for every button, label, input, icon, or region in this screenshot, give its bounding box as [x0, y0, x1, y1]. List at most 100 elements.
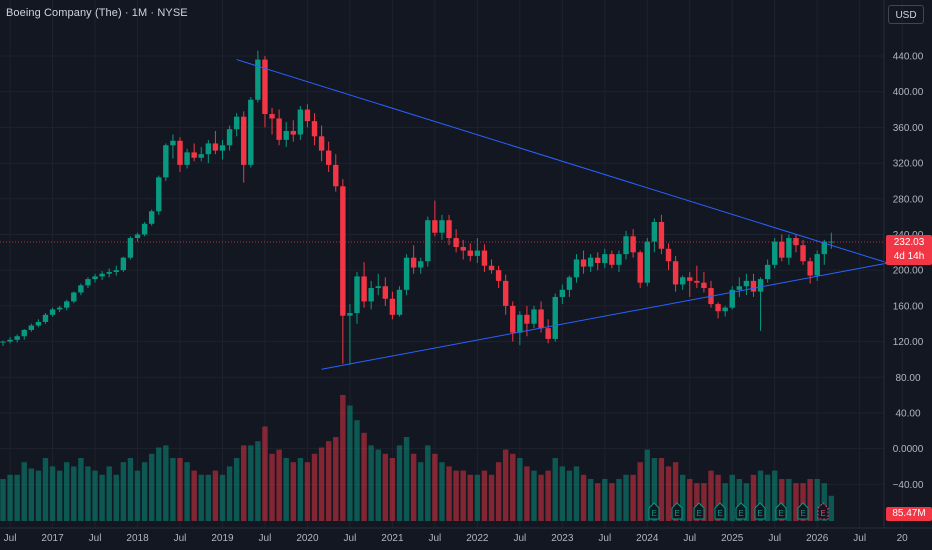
candle-body — [241, 116, 247, 165]
time-tick-label: Jul — [683, 533, 696, 544]
candle-body — [821, 241, 827, 255]
volume-bar — [793, 483, 799, 521]
candle-body — [559, 289, 566, 297]
candle-body — [460, 246, 466, 251]
earnings-marker-label: E — [674, 509, 679, 518]
earnings-marker-label: E — [738, 509, 743, 518]
candle-body — [474, 250, 481, 256]
candle-body — [184, 152, 190, 165]
candle-body — [233, 116, 240, 130]
candle-body — [623, 236, 629, 255]
volume-bar — [99, 474, 105, 521]
volume-bar — [439, 462, 445, 521]
candle-body — [340, 186, 346, 316]
volume-bar — [460, 470, 466, 521]
volume-bar — [665, 466, 672, 521]
volume-bar — [14, 474, 20, 521]
volume-bar — [821, 483, 827, 521]
volume-bar — [347, 405, 353, 521]
candle-body — [318, 136, 325, 151]
candle-body — [7, 339, 13, 342]
candle-body — [786, 238, 792, 258]
candle-body — [587, 257, 594, 267]
candle-body — [85, 279, 91, 286]
candle-body — [772, 241, 778, 265]
volume-bar — [488, 474, 495, 521]
volume-bar — [318, 447, 325, 521]
candle-body — [311, 121, 318, 137]
earnings-marker-icon — [714, 502, 726, 520]
time-tick-label: Jul — [89, 533, 102, 544]
volume-bar — [672, 462, 679, 521]
volume-bar — [21, 462, 27, 521]
candle-body — [552, 296, 558, 339]
volume-bar — [495, 462, 502, 521]
candle-body — [375, 286, 381, 289]
volume-bar — [375, 449, 381, 521]
candle-body — [113, 270, 119, 272]
earnings-marker-icon — [817, 502, 829, 520]
candle-body — [368, 288, 374, 302]
candle-body — [262, 59, 268, 115]
volume-bar — [772, 470, 778, 521]
volume-bar — [184, 462, 190, 521]
volume-bar — [226, 466, 233, 521]
volume-bar — [269, 453, 275, 521]
candle-body — [609, 254, 615, 265]
volume-bar — [297, 458, 304, 521]
volume-bar — [814, 479, 820, 521]
volume-bar — [517, 458, 523, 521]
volume-bar — [389, 458, 396, 521]
candle-body — [566, 277, 573, 290]
candle-body — [325, 150, 332, 165]
earnings-marker-label: E — [820, 509, 825, 518]
candle-body — [361, 276, 367, 302]
candle-body — [127, 238, 134, 258]
volume-bar — [446, 466, 452, 521]
volume-bar — [616, 479, 622, 521]
volume-bar — [113, 474, 119, 521]
volume-bar — [425, 445, 431, 521]
currency-button[interactable]: USD — [888, 5, 924, 24]
candle-body — [418, 261, 424, 268]
candle-body — [446, 220, 452, 239]
trendline — [236, 59, 889, 264]
volume-bar — [474, 474, 481, 521]
price-tick-label: −40.00 — [893, 480, 924, 491]
candle-body — [269, 114, 275, 119]
candle-body — [510, 305, 516, 333]
candle-body — [531, 309, 537, 324]
volume-bar — [0, 479, 6, 521]
time-tick-label: Jul — [853, 533, 866, 544]
candle-body — [757, 279, 764, 292]
last-price-tag: 232.03 4d 14h — [886, 235, 932, 265]
price-tick-label: 120.00 — [893, 337, 924, 348]
volume-bar — [800, 483, 806, 521]
candle-body — [304, 109, 311, 122]
candle-body — [439, 220, 445, 233]
candle-body — [333, 164, 339, 187]
candle-body — [156, 177, 162, 212]
candle-body — [49, 309, 56, 315]
volume-bar — [255, 441, 261, 521]
candle-body — [191, 152, 197, 158]
candle-body — [148, 211, 155, 224]
time-axis: Jul 2017 Jul 2018 Jul 2019 Jul 2020 Jul 2021 Jul 20… — [4, 533, 908, 544]
candle-body — [297, 109, 304, 135]
volume-bar — [205, 474, 212, 521]
earnings-marker-icon — [797, 502, 809, 520]
price-tick-label: 0.0000 — [893, 444, 924, 455]
volume-bar — [545, 470, 551, 521]
volume-bar — [163, 445, 169, 521]
candle-body — [701, 282, 707, 289]
price-axis: 440.00400.00360.00320.00280.00240.00200.… — [893, 52, 924, 491]
time-tick-label: Jul — [598, 533, 611, 544]
volume-bar — [524, 466, 530, 521]
volume-bar — [559, 466, 566, 521]
volume-tag: 85.47M — [886, 507, 932, 521]
volume-bar — [623, 474, 629, 521]
volume-bar — [127, 458, 134, 521]
time-tick-label: Jul — [513, 533, 526, 544]
